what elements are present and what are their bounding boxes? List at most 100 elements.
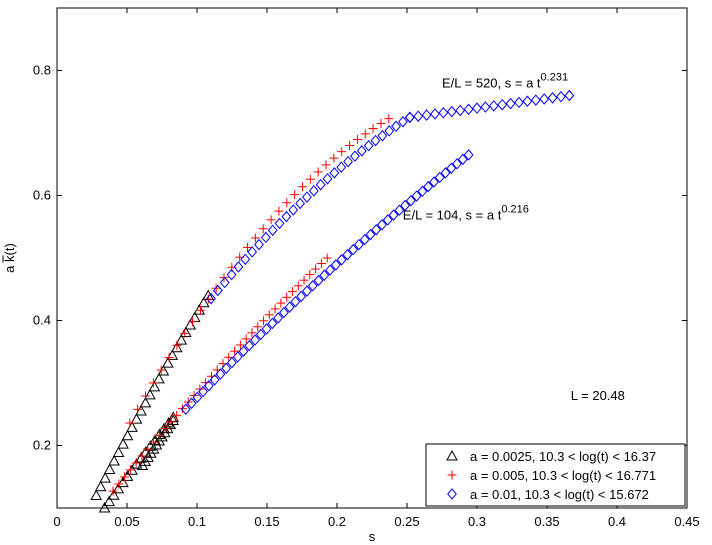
- series-diamond-point: [398, 115, 408, 128]
- series-plus-point: [172, 340, 182, 350]
- axes-box: [56, 7, 688, 509]
- series-plus-point: [108, 486, 118, 496]
- series-triangle-point: [175, 334, 188, 345]
- series-plus-point: [120, 472, 130, 482]
- y-axis-label-group: a k(t): [2, 243, 17, 273]
- series-diamond-point: [457, 153, 468, 166]
- series-diamond-point: [319, 269, 330, 282]
- series-diamond-point: [336, 254, 347, 266]
- series-diamond-point: [556, 90, 566, 103]
- series-plus-point: [352, 135, 362, 145]
- legend-box: [425, 443, 686, 507]
- series-triangle-point: [197, 296, 210, 308]
- series-diamond-point: [219, 276, 230, 289]
- series-plus-point: [329, 153, 339, 163]
- series-plus-point: [384, 114, 394, 124]
- series-diamond-point: [377, 219, 387, 231]
- series-diamond-point: [539, 93, 550, 105]
- series-diamond-point: [363, 139, 374, 152]
- series-plus-point: [164, 353, 174, 363]
- plot-area: [90, 89, 575, 513]
- series-diamond-point: [281, 210, 292, 223]
- x-tick-label: 0.15: [254, 514, 279, 529]
- series-plus-point: [337, 147, 347, 157]
- y-axis-label: a k(t): [2, 243, 17, 273]
- series-diamond-point: [267, 224, 278, 237]
- series-diamond-point: [434, 171, 445, 184]
- series-diamond-point: [463, 149, 474, 161]
- series-diamond-point: [354, 238, 364, 251]
- series-diamond-point: [522, 95, 533, 108]
- series-plus-point: [266, 215, 276, 225]
- series-triangle-point: [153, 372, 165, 384]
- series-plus-point: [201, 378, 211, 388]
- series-diamond-point: [348, 243, 359, 256]
- series-plus-point: [253, 322, 263, 332]
- axes: 0 0.05 0.1 0.15 0.2 0.25 0.3 0.35 0.4 0.45 0.2 0.4 0…: [33, 7, 700, 529]
- series-diamond-point: [254, 238, 264, 251]
- series-plus-point: [322, 253, 332, 263]
- series-plus-point: [166, 417, 176, 427]
- series-plus-point: [131, 458, 141, 468]
- series-diamond-point: [463, 103, 474, 116]
- anno-104: E/L = 104, s = a t0.216: [403, 203, 529, 222]
- series-plus-point: [149, 437, 159, 447]
- series-plus-point: [305, 270, 315, 280]
- series-plus-point: [230, 346, 240, 356]
- series-triangle-point: [135, 404, 147, 416]
- series-triangle-point: [148, 380, 161, 392]
- series-diamond-point: [295, 197, 306, 210]
- series-plus-point: [259, 316, 269, 326]
- series-triangle-point: [94, 480, 107, 492]
- series-diamond-point: [382, 214, 393, 226]
- series-diamond-point: [302, 191, 312, 203]
- series-triangle-point: [139, 396, 152, 408]
- legend-entry-plus: a = 0.005, 10.3 < log(t) < 16.771: [470, 468, 656, 483]
- series-diamond-point: [505, 97, 516, 110]
- series-diamond-point: [261, 323, 272, 335]
- series-diamond-point: [288, 204, 299, 216]
- series-triangle-point: [112, 482, 125, 494]
- series-plus-point: [235, 340, 245, 350]
- series-plus-point: [140, 391, 150, 401]
- y-tick-label: 0.2: [33, 438, 51, 453]
- series-plus-point: [360, 129, 370, 139]
- series-diamond-point: [330, 259, 341, 271]
- series-diamond-point: [274, 217, 285, 230]
- series-diamond-point: [343, 155, 354, 168]
- legend-marker-triangle: [446, 449, 458, 461]
- series-plus-point: [172, 410, 182, 420]
- series-diamond-point: [221, 362, 232, 375]
- series-plus-point: [148, 378, 158, 388]
- x-tick-label: 0.25: [394, 514, 419, 529]
- x-tick-label: 0.4: [608, 514, 626, 529]
- series-diamond-point: [446, 105, 457, 118]
- series-plus-point: [114, 479, 124, 489]
- series-diamond-point: [233, 261, 244, 273]
- series-plus-point: [154, 430, 164, 440]
- series-plus: [108, 114, 394, 496]
- series-diamond-point: [388, 209, 399, 221]
- series-plus-point: [137, 451, 147, 461]
- series-triangle-point: [170, 341, 183, 353]
- anno-520: E/L = 520, s = a t0.231: [442, 71, 568, 90]
- series-diamond-point: [440, 167, 451, 179]
- series-diamond-point: [423, 180, 434, 193]
- series-diamond-point: [206, 292, 216, 305]
- series-plus-point: [270, 304, 280, 314]
- series-diamond-point: [342, 248, 353, 261]
- series-triangle-point: [121, 429, 134, 441]
- series-diamond-point: [452, 158, 462, 170]
- series-plus-point: [305, 174, 315, 184]
- series-diamond-point: [198, 385, 209, 398]
- series-plus-point: [180, 328, 190, 338]
- series-diamond-point: [480, 101, 491, 113]
- series-plus-point: [297, 182, 307, 192]
- x-axis-label: s: [369, 529, 376, 544]
- series-triangle-point: [117, 476, 129, 488]
- series-diamond-point: [497, 98, 508, 111]
- series-diamond-point: [227, 356, 237, 369]
- legend-marker-diamond: [447, 488, 457, 500]
- series-diamond-point: [336, 161, 347, 173]
- x-tick-label: 0: [53, 514, 60, 529]
